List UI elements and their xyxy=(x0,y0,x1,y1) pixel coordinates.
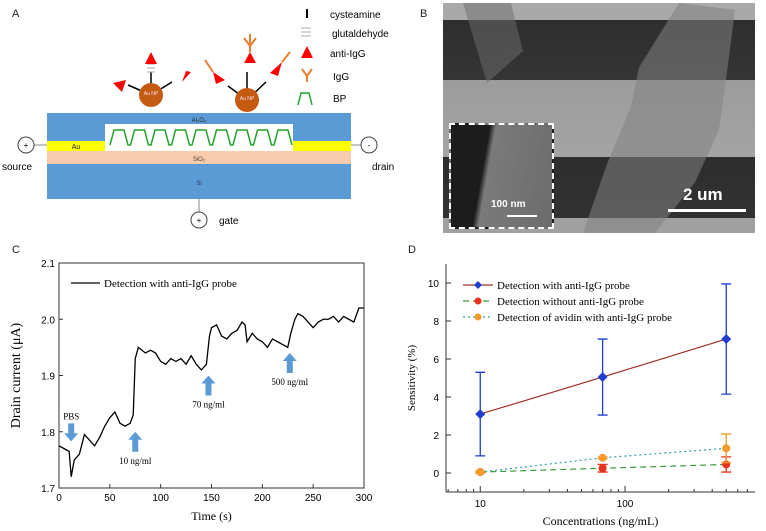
x-tick-label: 100 xyxy=(617,499,634,510)
scale-bar xyxy=(668,209,746,212)
x-axis-label: Concentrations (ng/mL) xyxy=(543,514,659,528)
y-tick-label: 1.8 xyxy=(41,428,55,439)
gate-terminal xyxy=(190,211,208,229)
annotation-label: 70 ng/ml xyxy=(192,400,225,410)
sensitivity-chart: 10 100 0 2 4 6 8 10 Concentrations (ng/mL) Sensit… xyxy=(406,264,755,528)
panel-label-c: C xyxy=(12,244,20,256)
legend-marker xyxy=(474,297,482,305)
y-tick-label: 2 xyxy=(433,431,439,442)
plot-frame xyxy=(58,262,365,489)
au-nanoparticle-igg: Au NP xyxy=(204,34,291,112)
arrow-icon xyxy=(201,375,216,396)
au-label: Au xyxy=(72,144,81,151)
panel-label-a: A xyxy=(12,8,20,20)
cysteamine-icon xyxy=(306,9,308,18)
scale-label: 2 um xyxy=(683,185,723,204)
al2o3-label: Al₂O₃ xyxy=(192,118,207,124)
schematic-legend: cysteamine glutaldehyde anti-IgG IgG BP xyxy=(297,9,389,106)
sio2-label: SiO₂ xyxy=(193,157,206,163)
source-label: source xyxy=(2,162,32,173)
y-tick-label: 10 xyxy=(428,279,440,290)
sem-inset: 100 nm xyxy=(449,123,554,229)
x-tick-label: 0 xyxy=(56,493,62,504)
x-tick-label: 300 xyxy=(356,493,373,504)
data-point xyxy=(721,334,732,345)
drain-electrode xyxy=(293,141,351,151)
source-sign: + xyxy=(24,141,29,150)
bp-icon xyxy=(297,92,313,106)
y-axis-label: Drain current (μA) xyxy=(9,322,24,428)
bp-flake-small xyxy=(463,3,523,83)
legend-label: Detection without anti-IgG probe xyxy=(497,296,644,308)
bp-structure xyxy=(109,129,293,146)
series-line xyxy=(480,447,727,473)
anti-igg-icon xyxy=(301,46,313,58)
data-point xyxy=(476,468,485,477)
x-tick-label: 250 xyxy=(305,493,322,504)
arrow-icon xyxy=(64,423,79,442)
svg-text:cysteamine: cysteamine xyxy=(330,10,381,21)
y-tick-label: 8 xyxy=(433,317,439,328)
source-terminal xyxy=(17,136,35,154)
gate-sign: + xyxy=(197,216,202,225)
device-schematic: Al₂O₃ Au SiO₂ Si + - + source drain gate… xyxy=(2,9,394,229)
legend-marker xyxy=(474,313,482,321)
si-layer xyxy=(47,164,351,199)
panel-label-b: B xyxy=(420,8,428,20)
y-tick-label: 6 xyxy=(433,355,439,366)
bp-channel xyxy=(105,124,293,151)
svg-text:BP: BP xyxy=(333,94,347,105)
y-tick-label: 2.0 xyxy=(41,315,55,326)
inset-scale-label: 100 nm xyxy=(491,199,526,210)
y-axis-label: Sensitivity (%) xyxy=(406,345,418,412)
y-tick-label: 1.7 xyxy=(41,484,55,495)
x-tick-label: 100 xyxy=(152,493,169,504)
svg-text:glutaldehyde: glutaldehyde xyxy=(332,29,389,40)
data-point xyxy=(598,464,607,473)
x-tick-label: 50 xyxy=(104,493,116,504)
data-point xyxy=(722,444,731,453)
panel-label-d: D xyxy=(408,244,416,256)
gate-label: gate xyxy=(219,216,239,227)
x-tick-label: 200 xyxy=(254,493,271,504)
au-nanoparticle-probe: Au NP xyxy=(113,52,191,107)
np-label: Au NP xyxy=(240,96,255,102)
data-point xyxy=(597,372,608,383)
legend-label: Detection with anti-IgG probe xyxy=(497,280,630,292)
drain-label: drain xyxy=(372,162,394,173)
svg-text:anti-IgG: anti-IgG xyxy=(330,49,366,60)
annotation-label: 10 ng/ml xyxy=(119,456,152,466)
legend-label: Detection with anti-IgG probe xyxy=(104,278,237,290)
np-label: Au NP xyxy=(144,91,159,97)
source-electrode xyxy=(47,141,105,151)
arrow-icon xyxy=(128,431,143,452)
glutaldehyde-icon xyxy=(301,27,311,37)
y-tick-label: 1.9 xyxy=(41,372,55,383)
y-tick-label: 0 xyxy=(433,469,439,480)
series-line xyxy=(58,307,364,477)
drain-sign: - xyxy=(368,141,371,150)
svg-text:IgG: IgG xyxy=(333,72,349,83)
arrow-icon xyxy=(282,353,297,373)
drain-current-chart: 0 50 100 150 200 250 300 1.7 1.8 1.9 2.0 2.1 Time (s… xyxy=(9,259,373,523)
data-point xyxy=(598,453,607,462)
y-tick-label: 4 xyxy=(433,393,439,404)
y-tick-label: 2.1 xyxy=(41,259,55,270)
legend-label: Detection of avidin with anti-IgG probe xyxy=(497,312,672,324)
sem-image: 100 nm 2 um xyxy=(443,3,755,233)
annotation-label: 500 ng/ml xyxy=(271,377,308,387)
x-tick-label: 150 xyxy=(203,493,220,504)
data-point xyxy=(475,409,486,420)
sio2-layer xyxy=(47,151,351,164)
x-axis-label: Time (s) xyxy=(191,509,232,523)
annotation-label: PBS xyxy=(63,411,79,421)
inset-scale-bar xyxy=(507,215,537,217)
igg-icon xyxy=(301,68,313,82)
si-label: Si xyxy=(196,181,201,187)
drain-terminal xyxy=(360,136,378,154)
legend-marker xyxy=(474,281,482,289)
x-tick-label: 10 xyxy=(475,499,487,510)
